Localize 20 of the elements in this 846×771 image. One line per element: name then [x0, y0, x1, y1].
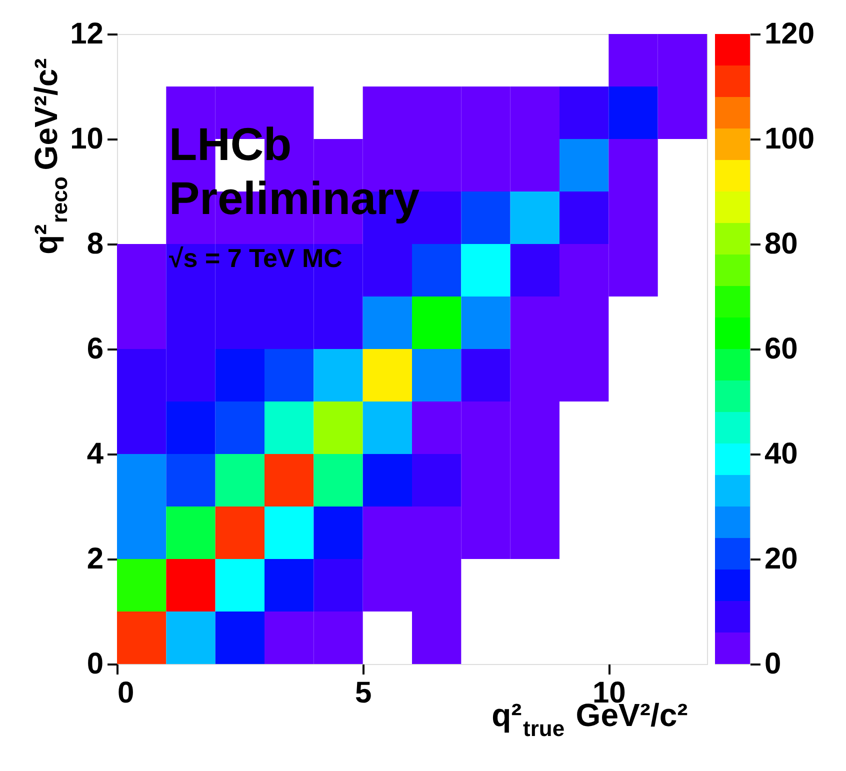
x-tick-label: 0 — [118, 676, 134, 710]
color-bar-label: 0 — [764, 648, 782, 680]
x-tick-label: 5 — [354, 676, 372, 710]
y-tick-label: 10 — [70, 122, 104, 156]
color-bar-label: 20 — [764, 542, 798, 576]
annotation: LHCb — [169, 118, 292, 170]
y-axis-title: q²reco GeV²/c² — [28, 58, 72, 254]
y-tick-label: 4 — [86, 438, 104, 470]
y-tick-label: 6 — [86, 332, 104, 366]
color-bar-label: 120 — [764, 18, 815, 50]
annotation: Preliminary — [169, 172, 420, 224]
y-tick-label: 12 — [70, 18, 104, 50]
y-tick-label: 8 — [86, 228, 104, 260]
color-bar-label: 60 — [764, 332, 798, 366]
y-tick-label: 0 — [86, 648, 104, 680]
color-bar-label: 80 — [764, 228, 798, 260]
color-bar-label: 40 — [764, 438, 798, 470]
y-tick-label: 2 — [86, 542, 104, 576]
color-bar-label: 100 — [764, 122, 815, 156]
annotation: √s = 7 TeV MC — [169, 243, 343, 273]
